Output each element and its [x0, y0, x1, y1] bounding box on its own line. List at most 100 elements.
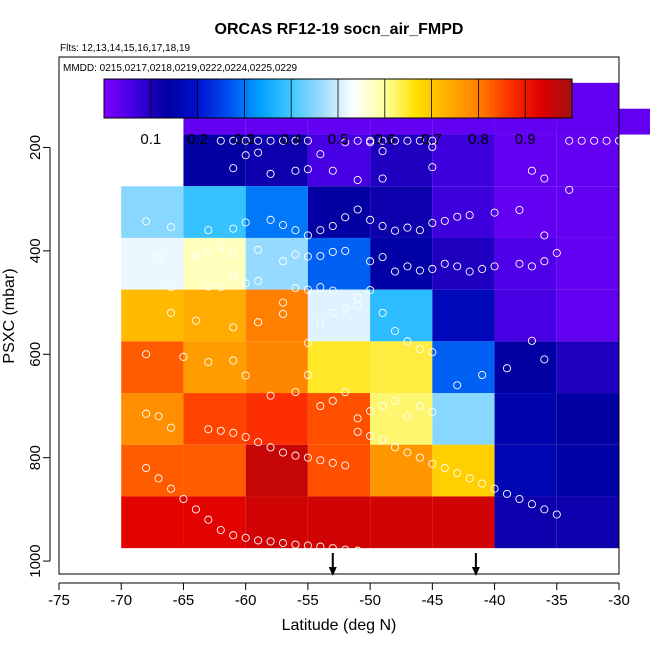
data-point [367, 549, 374, 556]
colorbar-tick-label: 0.8 [468, 131, 489, 148]
colorbar-tick-label: 0.7 [421, 131, 442, 148]
heatmap-cell [308, 290, 370, 342]
colorbar-swatch [170, 79, 175, 118]
colorbar-swatch [104, 79, 109, 118]
heatmap-cell [370, 186, 432, 238]
colorbar-swatch [326, 79, 331, 118]
colorbar-swatch [400, 79, 405, 118]
colorbar-swatch [303, 79, 308, 118]
colorbar-swatch [486, 79, 491, 118]
x-tick-label: -60 [235, 592, 257, 609]
colorbar-swatch [229, 79, 234, 118]
colorbar-swatch [311, 79, 316, 118]
arrow-head [329, 567, 337, 576]
heatmap-cell [557, 238, 619, 290]
x-tick-label: -30 [608, 592, 630, 609]
colorbar-swatch [233, 79, 238, 118]
colorbar-swatch [237, 79, 242, 118]
data-point [516, 562, 523, 569]
colorbar-swatch [369, 79, 374, 118]
colorbar-swatch [163, 79, 168, 118]
colorbar-swatch [564, 79, 569, 118]
data-point [354, 547, 361, 554]
colorbar-swatch [545, 79, 550, 118]
colorbar-swatch [424, 79, 429, 118]
colorbar-swatch [432, 79, 437, 118]
heatmap-cell [183, 341, 245, 393]
flights-label: Flts: 12,13,14,15,16,17,18,19 [60, 43, 191, 54]
colorbar-swatch [338, 79, 343, 118]
y-axis-label: PSXC (mbar) [1, 268, 18, 363]
colorbar-swatch [455, 79, 460, 118]
heatmap-cell [246, 393, 308, 445]
heatmap-cell [495, 290, 557, 342]
heatmap-cell [246, 496, 308, 548]
data-point [379, 550, 386, 557]
y-tick-label: 600 [27, 342, 44, 367]
colorbar-swatch [412, 79, 417, 118]
colorbar-swatch [420, 79, 425, 118]
colorbar-swatch [190, 79, 195, 118]
colorbar-swatch [143, 79, 148, 118]
heatmap-cell [619, 109, 650, 135]
colorbar-swatch [299, 79, 304, 118]
colorbar-swatch [482, 79, 487, 118]
data-point [541, 563, 548, 570]
colorbar-tick-label: 0.5 [328, 131, 349, 148]
colorbar-swatch [393, 79, 398, 118]
data-point [628, 137, 635, 144]
colorbar-swatch [209, 79, 214, 118]
colorbar-swatch [127, 79, 131, 118]
colorbar-swatch [225, 79, 230, 118]
x-tick-label: -40 [484, 592, 506, 609]
colorbar-swatch [280, 79, 285, 118]
heatmap-cell [432, 290, 494, 342]
colorbar-swatch [533, 79, 538, 118]
colorbar-swatch [553, 79, 558, 118]
colorbar-tick-label: 0.2 [187, 131, 208, 148]
colorbar-swatch [307, 79, 312, 118]
colorbar-swatch [291, 79, 296, 118]
colorbar-swatch [350, 79, 355, 118]
heatmap-cell [308, 238, 370, 290]
heatmap-cell [121, 341, 183, 393]
colorbar-swatch [283, 79, 288, 118]
data-point [391, 552, 398, 559]
colorbar-swatch [124, 79, 129, 118]
colorbar-swatch [397, 79, 402, 118]
data-point [479, 561, 486, 568]
y-tick-label: 800 [27, 445, 44, 470]
colorbar-swatch [346, 79, 351, 118]
dates-label: MMDD: 0215,0217,0218,0219,0222,0224,0225… [63, 63, 298, 74]
x-tick-label: -35 [546, 592, 568, 609]
colorbar-swatch [264, 79, 269, 118]
data-point [553, 564, 560, 571]
heatmap-cell [432, 393, 494, 445]
data-point [466, 560, 473, 567]
y-axis: 2004006008001000 [27, 135, 50, 578]
colorbar-swatch [354, 79, 359, 118]
colorbar-swatch [447, 79, 452, 118]
heatmap-cell [183, 290, 245, 342]
heatmap-cell [495, 496, 557, 548]
heatmap-cell [495, 393, 557, 445]
colorbar-swatch [514, 79, 519, 118]
colorbar-swatch [439, 79, 444, 118]
heatmap-cell [121, 238, 183, 290]
colorbar-swatch [135, 79, 140, 118]
heatmap-cell [121, 496, 183, 548]
colorbar-swatch [174, 79, 179, 118]
colorbar-swatch [494, 79, 499, 118]
colorbar-swatch [358, 79, 363, 118]
x-tick-label: -75 [48, 592, 70, 609]
colorbar-swatch [377, 79, 382, 118]
y-tick-label: 400 [27, 238, 44, 263]
data-point [491, 561, 498, 568]
colorbar-swatch [389, 79, 394, 118]
heatmap-cell [432, 496, 494, 548]
colorbar-swatch [248, 79, 253, 118]
colorbar-swatch [221, 79, 226, 118]
colorbar-tick-label: 0.3 [234, 131, 255, 148]
heatmap-cell [308, 341, 370, 393]
colorbar-swatch [502, 79, 507, 118]
